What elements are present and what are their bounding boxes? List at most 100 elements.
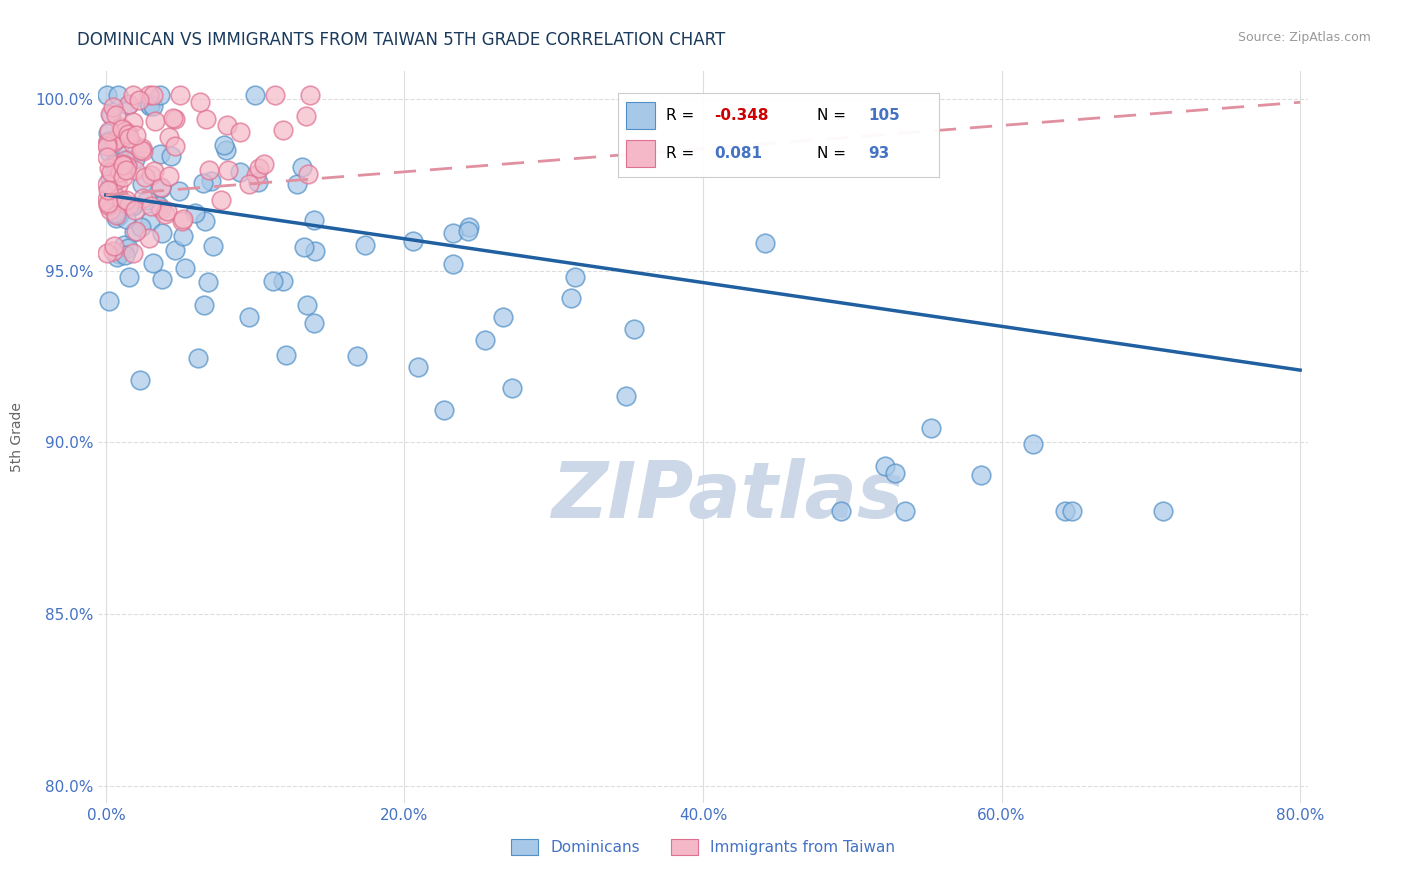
Point <box>104 133 127 147</box>
Point <box>262 274 284 288</box>
Point <box>97 195 120 210</box>
Point <box>105 250 128 264</box>
Point <box>229 164 252 178</box>
Point <box>292 240 315 254</box>
Point <box>98 172 121 186</box>
Point <box>112 237 135 252</box>
Point <box>304 244 326 258</box>
Point <box>920 421 942 435</box>
Point <box>103 136 125 150</box>
Point <box>111 170 134 185</box>
Point <box>115 161 138 176</box>
Point <box>193 214 215 228</box>
Point <box>97 134 120 148</box>
Point <box>173 212 195 227</box>
Point <box>353 238 375 252</box>
Point <box>131 177 153 191</box>
Point <box>97 126 120 140</box>
Point <box>114 211 136 226</box>
Point <box>228 125 250 139</box>
Point <box>107 178 129 192</box>
Point <box>107 200 129 214</box>
Point <box>124 152 146 166</box>
Point <box>297 167 319 181</box>
Point <box>150 272 173 286</box>
Point <box>188 95 211 110</box>
Point <box>117 98 139 112</box>
Point <box>117 153 139 167</box>
Point <box>111 129 134 144</box>
Point <box>97 293 120 308</box>
Point <box>441 226 464 240</box>
Point <box>125 128 148 142</box>
Point <box>143 163 166 178</box>
Point <box>105 211 128 225</box>
Point <box>138 231 160 245</box>
Point <box>97 183 120 197</box>
Point <box>103 100 125 114</box>
Point <box>98 161 121 175</box>
Point <box>184 205 207 219</box>
Point <box>149 147 172 161</box>
Point <box>138 97 160 112</box>
Point <box>247 175 270 189</box>
Point <box>139 214 162 228</box>
Point <box>134 169 156 184</box>
Point <box>112 157 135 171</box>
Point <box>149 88 172 103</box>
Point <box>122 115 145 129</box>
Point <box>131 141 153 155</box>
Point <box>894 504 917 518</box>
Point <box>271 122 294 136</box>
Point <box>149 180 172 194</box>
Point <box>159 149 181 163</box>
Point <box>117 159 139 173</box>
Point <box>1022 437 1045 451</box>
Point <box>129 219 152 234</box>
Point <box>295 298 318 312</box>
Point <box>215 143 238 157</box>
Point <box>243 88 266 103</box>
Point <box>264 88 287 103</box>
Point <box>1152 504 1174 518</box>
Point <box>754 236 776 251</box>
Point <box>249 161 271 175</box>
Point <box>193 298 215 312</box>
Point <box>875 458 897 473</box>
Point <box>118 197 141 211</box>
Text: ZIPatlas: ZIPatlas <box>551 458 903 533</box>
Point <box>172 228 194 243</box>
Point <box>138 88 160 103</box>
Point <box>103 239 125 253</box>
Point <box>150 202 173 217</box>
Point <box>105 208 128 222</box>
Point <box>156 203 179 218</box>
Point <box>200 174 222 188</box>
Point <box>153 206 176 220</box>
Point <box>169 184 191 198</box>
Point <box>114 153 136 167</box>
Point <box>103 188 125 202</box>
Point <box>209 193 232 207</box>
Point <box>143 114 166 128</box>
Point <box>111 121 134 136</box>
Point <box>173 261 195 276</box>
Point <box>291 160 314 174</box>
Point <box>152 226 174 240</box>
Point <box>98 202 121 217</box>
Point <box>101 198 124 212</box>
Point <box>118 96 141 111</box>
Point <box>191 176 214 190</box>
Point <box>1053 504 1076 518</box>
Point <box>441 257 464 271</box>
Point <box>104 173 127 187</box>
Point <box>115 193 138 207</box>
Point <box>107 207 129 221</box>
Point <box>195 112 218 127</box>
Point <box>170 214 193 228</box>
Point <box>118 270 141 285</box>
Point <box>96 192 118 206</box>
Point <box>100 165 122 179</box>
Point <box>103 157 125 171</box>
Point <box>124 162 146 177</box>
